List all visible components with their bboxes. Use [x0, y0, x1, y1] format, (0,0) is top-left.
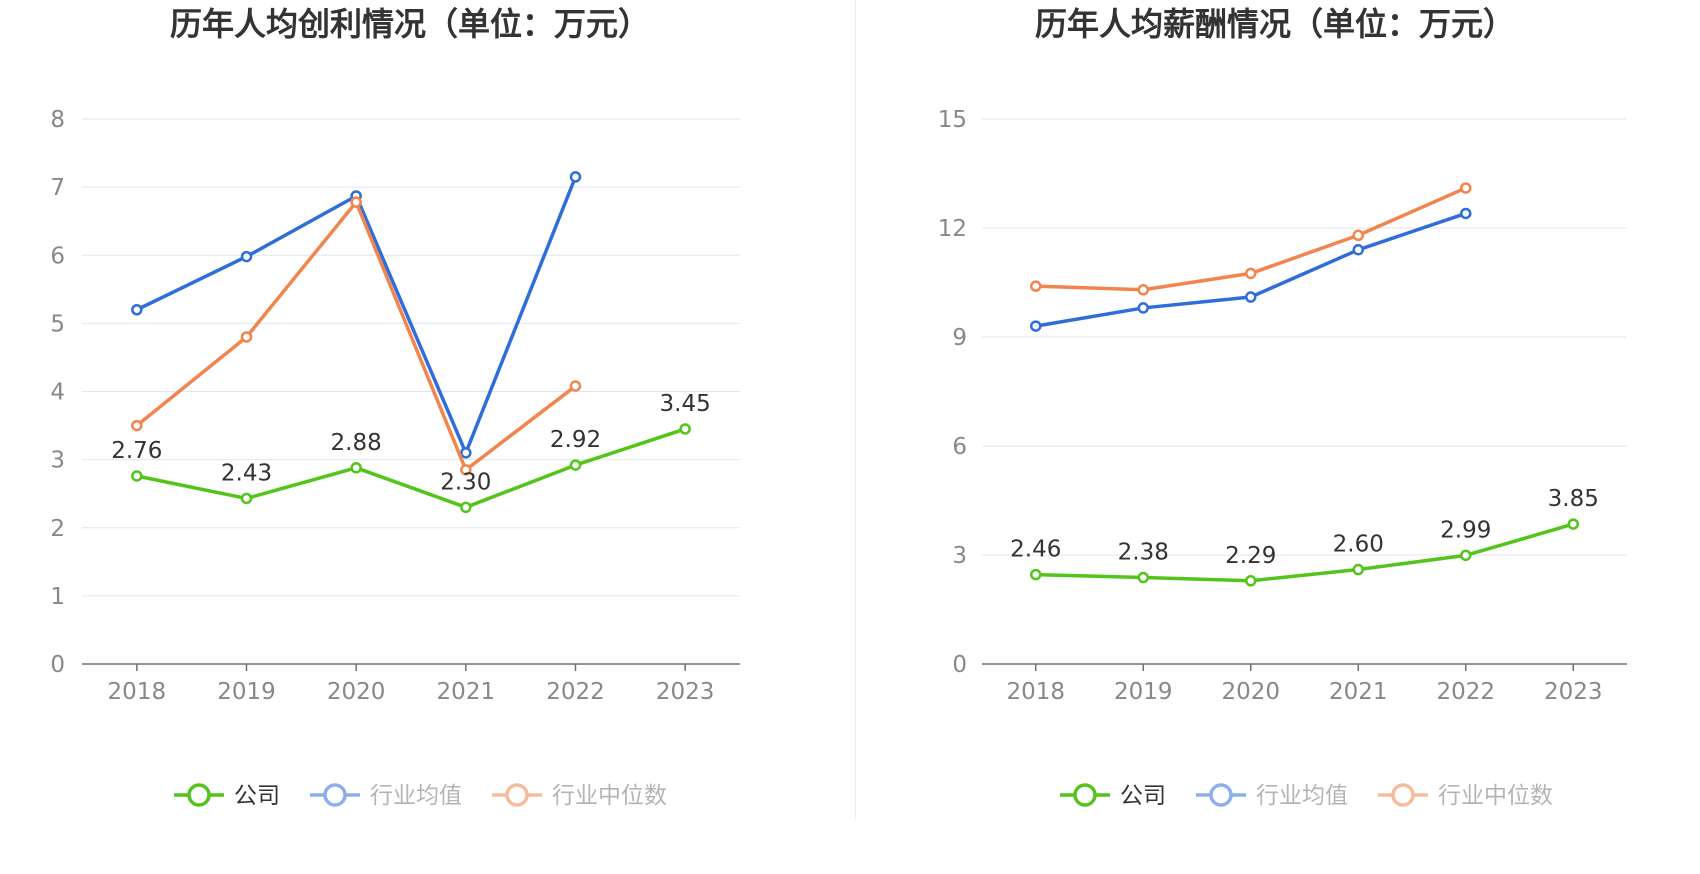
chart1-y-tick-label: 0 — [952, 652, 967, 678]
chart1-data-label: 2.99 — [1440, 517, 1491, 543]
chart1-data-label: 2.29 — [1225, 543, 1276, 569]
chart0-series-point-0[interactable] — [569, 459, 582, 471]
chart0-y-tick-label: 6 — [50, 243, 65, 269]
chart0-series-point-1[interactable] — [460, 447, 472, 459]
chart1-series-point-1[interactable] — [1352, 244, 1364, 256]
chart0-legend-label: 行业均值 — [370, 783, 462, 809]
chart0-x-tick-label: 2023 — [656, 679, 715, 705]
chart0-legend-label: 公司 — [234, 783, 280, 809]
chart0-title: 历年人均创利情况（单位：万元） — [170, 5, 650, 43]
chart1-series-line-0 — [1035, 522, 1574, 583]
chart0-y-tick-label: 5 — [50, 311, 65, 337]
chart1-series-point-2[interactable] — [1352, 229, 1364, 242]
chart0-series-point-0[interactable] — [240, 492, 253, 505]
chart0-series-point-1[interactable] — [131, 304, 143, 316]
chart0-series-point-0[interactable] — [679, 423, 691, 435]
chart0-series-point-0[interactable] — [131, 470, 143, 482]
chart0-data-label: 2.30 — [440, 469, 491, 495]
chart1-series-point-2[interactable] — [1460, 182, 1472, 194]
chart0-y-tick-label: 0 — [50, 652, 65, 678]
chart0-data-label: 2.92 — [550, 427, 601, 453]
chart0-legend-item-1[interactable]: 行业均值 — [310, 783, 462, 809]
chart1-series-point-0[interactable] — [1567, 518, 1579, 530]
chart0-data-label: 2.88 — [331, 430, 382, 456]
chart0-x-tick-label: 2020 — [327, 679, 386, 705]
chart1-legend-marker — [1209, 783, 1233, 807]
chart0-series-point-2[interactable] — [131, 419, 143, 432]
chart0-series-point-2[interactable] — [240, 331, 253, 343]
chart1-series-point-0[interactable] — [1137, 571, 1149, 584]
chart1-legend-item-0[interactable]: 公司 — [1060, 783, 1166, 809]
chart0-series-point-0[interactable] — [350, 462, 362, 474]
chart1-y-tick-label: 3 — [952, 543, 967, 569]
chart1-legend-label: 公司 — [1120, 783, 1166, 809]
chart1-data-label: 3.85 — [1548, 486, 1599, 512]
chart1-x-tick-label: 2019 — [1114, 679, 1173, 705]
chart0-series-point-0[interactable] — [460, 501, 472, 514]
chart0-legend-marker — [505, 783, 529, 807]
chart0-y-tick-label: 7 — [50, 175, 65, 201]
chart0-x-tick-label: 2021 — [437, 679, 496, 705]
chart1-legend-item-1[interactable]: 行业均值 — [1196, 783, 1348, 809]
chart1-x-tick-label: 2018 — [1006, 679, 1065, 705]
chart0-y-tick-label: 1 — [50, 584, 65, 610]
chart1-x-tick-label: 2023 — [1544, 679, 1603, 705]
chart1-y-tick-label: 15 — [938, 107, 967, 133]
chart0-legend-marker — [323, 783, 347, 807]
chart1-data-label: 2.46 — [1010, 537, 1061, 563]
chart-panel-profit: 历年人均创利情况（单位：万元） 0 1 2 3 4 5 6 7 8 2018 2019 2020 2021… — [50, 5, 740, 809]
chart0-y-tick-label: 8 — [50, 107, 65, 133]
chart0-data-label: 2.76 — [111, 438, 162, 464]
chart0-data-label: 3.45 — [660, 391, 711, 417]
chart0-x-tick-label: 2018 — [108, 679, 167, 705]
chart0-legend-marker — [187, 783, 211, 807]
chart1-y-tick-label: 9 — [952, 325, 967, 351]
chart1-x-tick-label: 2020 — [1221, 679, 1280, 705]
chart0-series-point-2[interactable] — [350, 196, 362, 208]
chart0-x-tick-label: 2022 — [546, 679, 605, 705]
chart0-series-line-0 — [136, 427, 686, 510]
chart1-series-point-0[interactable] — [1245, 575, 1257, 587]
chart0-legend-item-2[interactable]: 行业中位数 — [492, 783, 667, 809]
profit-per-capita-chart: 历年人均创利情况（单位：万元） 0 1 2 3 4 5 6 7 8 2018 2019 2020 2021… — [50, 5, 740, 809]
chart1-x-tick-label: 2022 — [1436, 679, 1495, 705]
chart1-series-point-2[interactable] — [1137, 284, 1149, 296]
chart1-y-tick-label: 12 — [938, 216, 967, 242]
chart1-legend-label: 行业中位数 — [1438, 783, 1553, 809]
chart1-data-label: 2.38 — [1118, 540, 1169, 566]
chart1-series-point-2[interactable] — [1030, 280, 1042, 292]
chart1-series-point-1[interactable] — [1245, 291, 1257, 303]
chart0-y-tick-label: 3 — [50, 448, 65, 474]
chart0-series-line-1 — [136, 176, 578, 455]
chart1-legend-marker — [1073, 783, 1097, 807]
chart1-title: 历年人均薪酬情况（单位：万元） — [1035, 5, 1515, 43]
panel-divider — [855, 0, 856, 820]
chart1-legend-label: 行业均值 — [1256, 783, 1348, 809]
chart1-series-point-1[interactable] — [1460, 207, 1472, 220]
chart0-y-tick-label: 2 — [50, 516, 65, 542]
chart1-series-point-2[interactable] — [1245, 267, 1257, 280]
chart1-legend-item-2[interactable]: 行业中位数 — [1378, 783, 1553, 809]
chart0-series-point-2[interactable] — [569, 380, 582, 392]
chart0-series-point-1[interactable] — [569, 171, 582, 183]
chart1-legend-marker — [1391, 783, 1415, 807]
chart0-x-tick-label: 2019 — [217, 679, 276, 705]
chart1-series-point-1[interactable] — [1137, 302, 1149, 314]
chart1-x-tick-label: 2021 — [1329, 679, 1388, 705]
chart0-series-point-1[interactable] — [240, 250, 253, 263]
chart1-series-point-1[interactable] — [1030, 320, 1042, 332]
chart0-legend-item-0[interactable]: 公司 — [174, 783, 280, 809]
chart1-series-point-0[interactable] — [1460, 549, 1472, 562]
chart0-series-point-2[interactable] — [460, 464, 472, 476]
chart0-legend-label: 行业中位数 — [552, 783, 667, 809]
chart1-data-label: 2.60 — [1333, 532, 1384, 558]
chart1-y-tick-label: 6 — [952, 434, 967, 460]
chart1-series-point-0[interactable] — [1352, 563, 1364, 576]
chart-panel-salary: 历年人均薪酬情况（单位：万元） 0 3 6 9 12 15 2018 2019 2020 2021 2… — [860, 0, 1700, 874]
salary-per-capita-chart: 历年人均薪酬情况（单位：万元） 0 3 6 9 12 15 2018 2019 2020 2021 2… — [938, 5, 1627, 809]
chart0-data-label: 2.43 — [221, 460, 272, 486]
chart0-y-tick-label: 4 — [50, 380, 65, 406]
chart1-series-point-0[interactable] — [1030, 568, 1042, 581]
